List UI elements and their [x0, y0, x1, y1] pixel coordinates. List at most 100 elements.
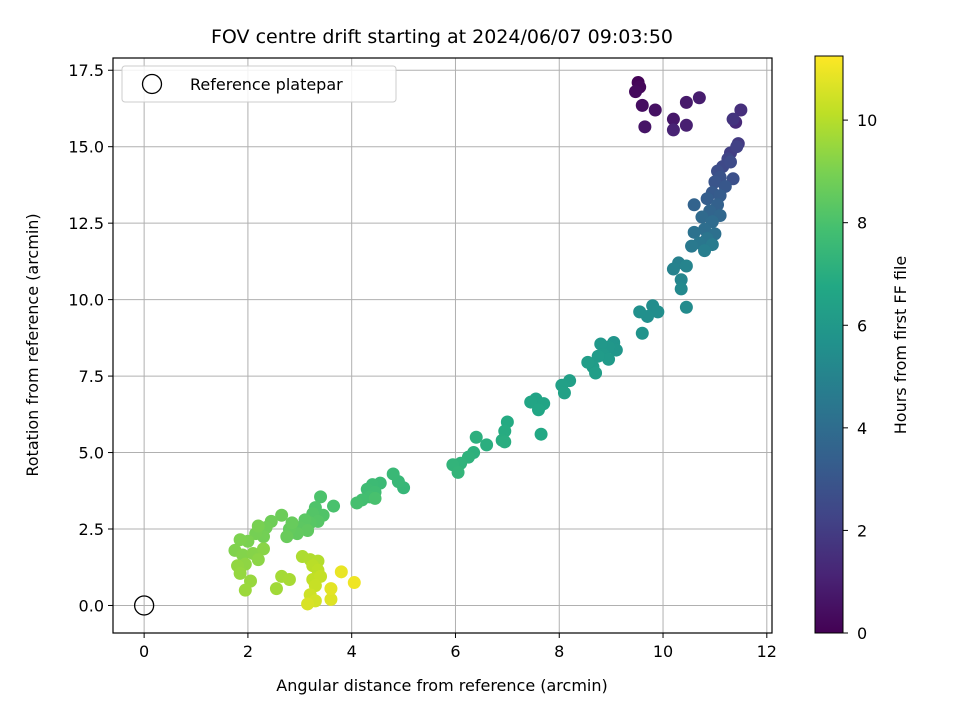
data-point [531, 403, 545, 417]
y-tick-label: 5.0 [79, 444, 104, 463]
reference-marker-group [133, 595, 155, 616]
data-point [591, 349, 605, 363]
x-tick-label: 12 [757, 642, 777, 661]
data-point [730, 140, 744, 154]
x-tick-label: 10 [653, 642, 673, 661]
data-point [679, 95, 693, 109]
data-point [251, 519, 265, 533]
data-point [674, 273, 688, 287]
colorbar-tick-label: 4 [857, 419, 867, 438]
data-point [280, 530, 294, 544]
data-point [648, 103, 662, 117]
data-point [666, 262, 680, 276]
colorbar-tick-label: 0 [857, 624, 867, 643]
x-axis-label: Angular distance from reference (arcmin) [276, 676, 607, 695]
data-point [324, 582, 338, 596]
x-tick-label: 0 [139, 642, 149, 661]
y-tick-label: 0.0 [79, 596, 104, 615]
data-point [301, 524, 315, 538]
data-point [679, 118, 693, 132]
data-point [301, 597, 315, 611]
data-point [285, 516, 299, 530]
x-tick-label: 2 [243, 642, 253, 661]
data-point [638, 120, 652, 134]
legend-box [121, 65, 397, 103]
data-point [635, 98, 649, 112]
data-point [347, 576, 361, 590]
data-point [350, 496, 364, 510]
colorbar-ticks: 0 2 4 6 8 10 [843, 111, 877, 643]
data-point [666, 123, 680, 137]
colorbar-tick-label: 2 [857, 521, 867, 540]
x-axis-ticks: 0 2 4 6 8 10 12 [139, 633, 777, 661]
data-point [734, 103, 748, 117]
chart-title: FOV centre drift starting at 2024/06/07 … [211, 26, 673, 48]
data-point [324, 592, 338, 606]
data-points [228, 75, 748, 611]
x-tick-label: 8 [554, 642, 564, 661]
data-point [723, 155, 737, 169]
data-point [594, 337, 608, 351]
data-point [674, 282, 688, 296]
data-point [469, 430, 483, 444]
data-point [451, 465, 465, 479]
data-point [327, 499, 341, 513]
data-point [557, 386, 571, 400]
y-tick-label: 17.5 [68, 61, 104, 80]
data-point [233, 566, 247, 580]
data-point [233, 533, 247, 547]
data-point [708, 175, 722, 189]
data-point [334, 565, 348, 579]
data-point [368, 491, 382, 505]
x-tick-label: 6 [450, 642, 460, 661]
data-point [269, 582, 283, 596]
grid [113, 58, 772, 633]
data-point [534, 427, 548, 441]
colorbar-tick-label: 6 [857, 316, 867, 335]
data-point [589, 366, 603, 380]
data-point [629, 85, 643, 99]
data-point [700, 192, 714, 206]
data-point [651, 305, 665, 319]
data-point [687, 225, 701, 239]
y-tick-label: 15.0 [68, 138, 104, 157]
y-axis-label: Rotation from reference (arcmin) [23, 213, 42, 476]
legend-reference-label: Reference platepar [190, 75, 343, 94]
reference-marker [133, 595, 155, 616]
data-point [635, 326, 649, 340]
data-point [633, 305, 647, 319]
legend-reference-icon [141, 73, 163, 95]
colorbar-tick-label: 10 [857, 111, 877, 130]
legend: Reference platepar [121, 65, 397, 103]
data-point [251, 553, 265, 567]
data-point [275, 508, 289, 522]
y-tick-label: 10.0 [68, 291, 104, 310]
data-point [480, 438, 494, 452]
y-tick-label: 12.5 [68, 214, 104, 233]
data-point [602, 352, 616, 366]
data-point [679, 259, 693, 273]
data-point [498, 435, 512, 449]
colorbar-tick-label: 8 [857, 214, 867, 233]
data-point [314, 490, 328, 504]
data-point [692, 91, 706, 105]
colorbar-label: Hours from first FF file [891, 256, 910, 435]
data-point [238, 583, 252, 597]
plot-frame [112, 57, 773, 634]
x-tick-label: 4 [347, 642, 357, 661]
data-point [698, 244, 712, 258]
y-axis-ticks: 0.0 2.5 5.0 7.5 10.0 12.5 15.0 17.5 [68, 61, 113, 615]
data-point [679, 300, 693, 314]
y-tick-label: 7.5 [79, 367, 104, 386]
data-point [256, 542, 270, 556]
data-point [695, 210, 709, 224]
data-point [386, 467, 400, 481]
data-point [282, 572, 296, 586]
colorbar [814, 55, 844, 634]
data-point [685, 239, 699, 253]
data-point [687, 198, 701, 212]
data-point [666, 112, 680, 126]
data-point [726, 112, 740, 126]
y-tick-label: 2.5 [79, 520, 104, 539]
